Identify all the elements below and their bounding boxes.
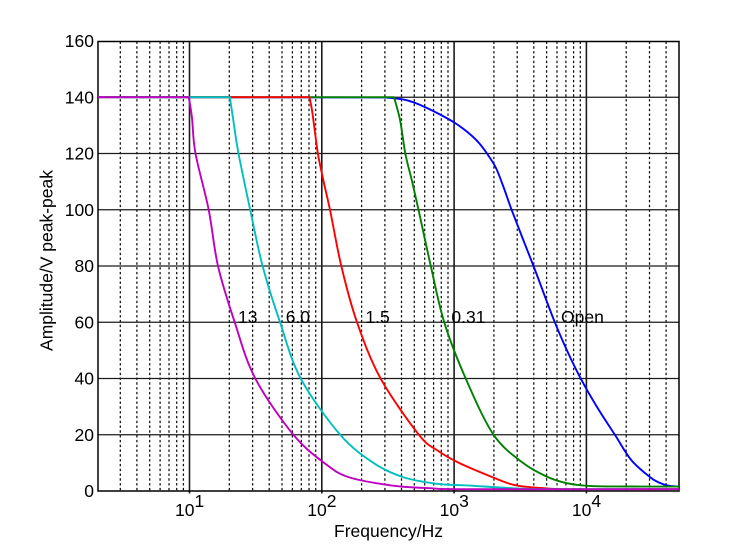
svg-text:80: 80	[75, 256, 95, 276]
svg-text:120: 120	[65, 144, 94, 164]
svg-text:10: 10	[572, 500, 592, 520]
svg-text:3: 3	[459, 491, 469, 511]
svg-text:Frequency/Hz: Frequency/Hz	[334, 521, 443, 541]
svg-text:140: 140	[65, 88, 94, 108]
svg-text:1: 1	[195, 491, 205, 511]
svg-text:6.0: 6.0	[286, 307, 311, 327]
svg-text:Amplitude/V peak-peak: Amplitude/V peak-peak	[37, 170, 57, 351]
svg-text:Open: Open	[561, 307, 604, 327]
svg-text:4: 4	[591, 491, 601, 511]
svg-text:10: 10	[175, 500, 195, 520]
svg-text:100: 100	[65, 200, 94, 220]
svg-text:2: 2	[327, 491, 337, 511]
svg-text:10: 10	[307, 500, 327, 520]
svg-text:60: 60	[75, 312, 95, 332]
svg-text:160: 160	[65, 31, 94, 51]
svg-text:0.31: 0.31	[451, 307, 485, 327]
svg-text:40: 40	[75, 369, 95, 389]
svg-text:13: 13	[238, 307, 257, 327]
svg-text:20: 20	[75, 425, 95, 445]
svg-text:0: 0	[84, 481, 94, 501]
svg-text:10: 10	[440, 500, 460, 520]
svg-text:1.5: 1.5	[365, 307, 389, 327]
